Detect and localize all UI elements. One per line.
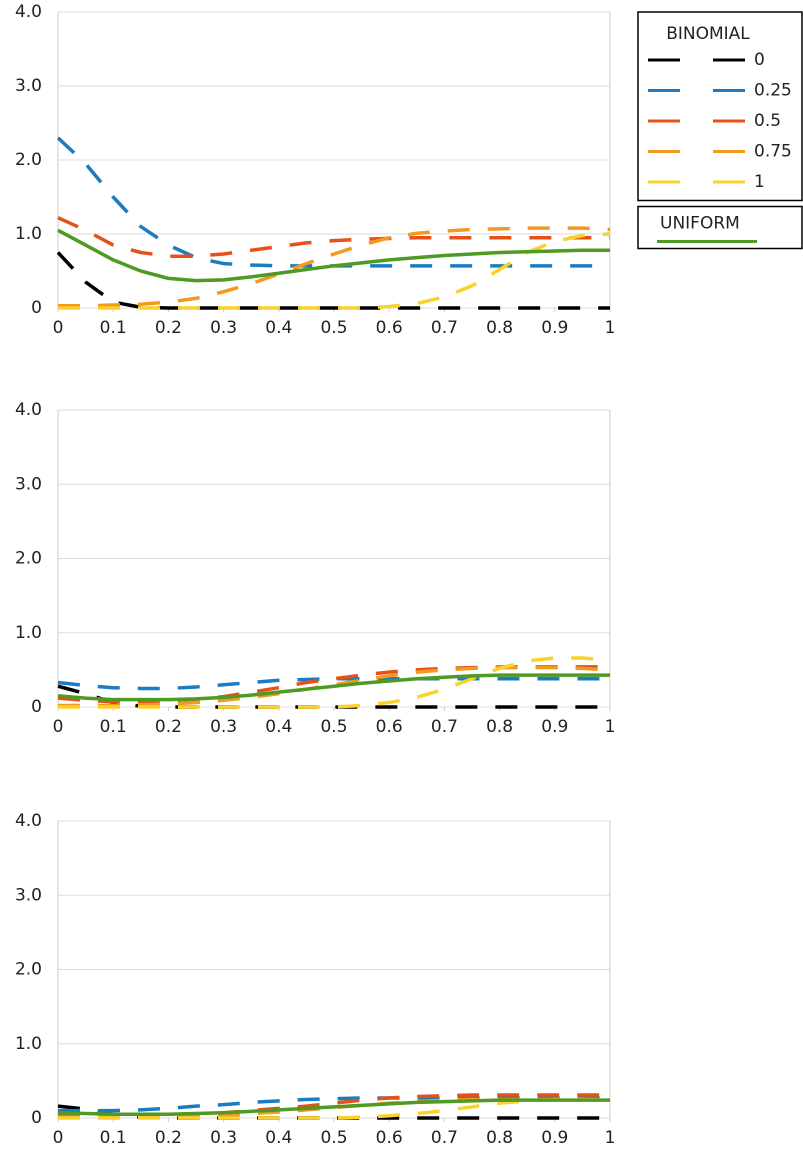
legend-title: BINOMIAL xyxy=(666,24,750,44)
y-tick-label: 4.0 xyxy=(15,811,42,831)
y-tick-label: 4.0 xyxy=(15,2,42,22)
x-tick-label: 0.5 xyxy=(320,318,347,338)
x-tick-label: 0.9 xyxy=(541,1128,568,1148)
y-tick-label: 0 xyxy=(31,697,42,717)
y-tick-label: 1.0 xyxy=(15,1034,42,1054)
x-tick-label: 0.7 xyxy=(431,318,458,338)
series-line xyxy=(58,232,611,310)
legend-label: 0.25 xyxy=(754,81,792,101)
x-tick-label: 0.7 xyxy=(431,1128,458,1148)
legend-label: 0.75 xyxy=(754,142,792,162)
x-tick-label: 1 xyxy=(605,1128,616,1148)
x-tick-label: 0.3 xyxy=(210,318,237,338)
y-tick-label: 2.0 xyxy=(15,150,42,170)
x-tick-label: 0.4 xyxy=(265,318,292,338)
y-tick-label: 4.0 xyxy=(15,400,42,420)
x-tick-label: 0 xyxy=(53,1128,64,1148)
y-tick-label: 1.0 xyxy=(15,623,42,643)
series-line xyxy=(58,226,611,308)
y-tick-label: 3.0 xyxy=(15,474,42,494)
y-tick-label: 0 xyxy=(31,1108,42,1128)
series-line xyxy=(57,1098,610,1117)
series-line xyxy=(57,665,610,704)
series-line xyxy=(57,673,610,702)
x-tick-label: 0.4 xyxy=(265,717,292,737)
x-tick-label: 0.8 xyxy=(486,717,513,737)
series-line xyxy=(58,665,611,708)
x-tick-label: 0.2 xyxy=(155,318,182,338)
y-tick-label: 1.0 xyxy=(15,224,42,244)
series-line xyxy=(56,251,610,310)
x-tick-label: 0.1 xyxy=(100,717,127,737)
x-tick-label: 0.3 xyxy=(210,1128,237,1148)
y-tick-label: 2.0 xyxy=(15,549,42,569)
x-tick-label: 0.8 xyxy=(486,1128,513,1148)
x-tick-label: 0.5 xyxy=(320,717,347,737)
x-tick-label: 0.5 xyxy=(320,1128,347,1148)
x-tick-label: 0.1 xyxy=(100,1128,127,1148)
x-tick-label: 0.6 xyxy=(376,318,403,338)
x-tick-label: 1 xyxy=(605,717,616,737)
y-tick-label: 2.0 xyxy=(15,960,42,980)
x-tick-label: 0.4 xyxy=(265,1128,292,1148)
legend-box xyxy=(637,11,803,202)
x-tick-label: 0.6 xyxy=(376,1128,403,1148)
x-tick-label: 0.8 xyxy=(486,318,513,338)
series-line xyxy=(58,656,611,709)
y-tick-label: 3.0 xyxy=(15,885,42,905)
series-line xyxy=(57,677,610,691)
legend-label: UNIFORM xyxy=(660,214,740,234)
x-tick-label: 0.1 xyxy=(100,318,127,338)
series-line xyxy=(57,216,610,258)
legend-label: 0.5 xyxy=(754,111,781,131)
legend-label: 1 xyxy=(754,172,765,192)
x-tick-label: 0.3 xyxy=(210,717,237,737)
x-tick-label: 0 xyxy=(53,717,64,737)
y-tick-label: 0 xyxy=(31,298,42,318)
series-line xyxy=(57,228,610,283)
x-tick-label: 0.9 xyxy=(541,717,568,737)
x-tick-label: 0.2 xyxy=(155,1128,182,1148)
x-tick-label: 0.9 xyxy=(541,318,568,338)
x-tick-label: 0 xyxy=(53,318,64,338)
legend-label: 0 xyxy=(754,50,765,70)
x-tick-label: 0.7 xyxy=(431,717,458,737)
x-tick-label: 0.6 xyxy=(376,717,403,737)
series-line xyxy=(56,136,610,268)
x-tick-label: 0.2 xyxy=(155,717,182,737)
x-tick-label: 1 xyxy=(605,318,616,338)
y-tick-label: 3.0 xyxy=(15,76,42,96)
